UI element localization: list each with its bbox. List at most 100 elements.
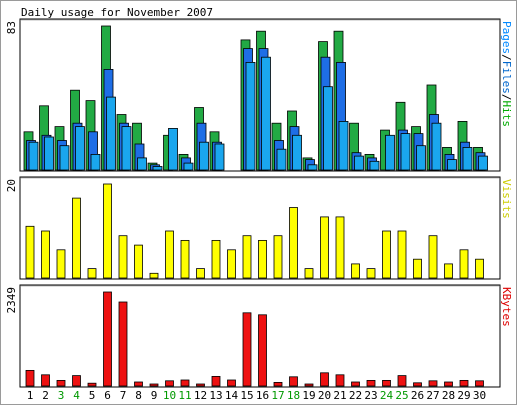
- pages-files-hits-bar-pages-day-7: [121, 126, 132, 171]
- visits-max-label: 20: [5, 179, 18, 192]
- kbytes-bar-kbytes-day-26: [413, 382, 422, 387]
- pages-files-hits-bar-pages-day-18: [292, 134, 302, 171]
- x-label-day-20: 20: [318, 389, 331, 402]
- kbytes-bar-kbytes-day-1: [25, 369, 35, 387]
- pages-files-hits-side-label-part-2: Files: [500, 61, 513, 94]
- visits-bar-visits-day-10: [165, 230, 174, 279]
- x-label-day-11: 11: [178, 389, 191, 402]
- visits-bar-visits-day-2: [41, 230, 50, 279]
- x-label-day-30: 30: [473, 389, 486, 402]
- visits-bar-visits-day-16: [258, 239, 267, 279]
- pages-files-hits-side-label: Pages/Files/Hits: [500, 21, 513, 127]
- pages-files-hits-bar-pages-day-20: [323, 86, 333, 171]
- pages-files-hits-bar-pages-day-4: [75, 126, 85, 171]
- kbytes-bar-kbytes-day-15: [242, 312, 252, 387]
- visits-bar-visits-day-13: [211, 239, 221, 279]
- visits-bar-visits-day-29: [459, 249, 469, 279]
- pages-files-hits-bar-pages-day-17: [276, 148, 287, 171]
- visits-bar-visits-day-12: [196, 268, 205, 279]
- kbytes-bar-kbytes-day-16: [258, 314, 267, 387]
- x-label-day-3: 3: [58, 389, 65, 402]
- x-label-day-8: 8: [135, 389, 142, 402]
- x-label-day-2: 2: [42, 389, 49, 402]
- visits-bar-visits-day-17: [273, 235, 283, 279]
- kbytes-panel: 2349 KBytes: [5, 284, 513, 388]
- visits-bar-visits-day-15: [242, 235, 252, 279]
- x-label-day-18: 18: [287, 389, 300, 402]
- x-label-day-1: 1: [27, 389, 34, 402]
- kbytes-bar-kbytes-day-10: [165, 380, 174, 387]
- x-label-day-19: 19: [302, 389, 315, 402]
- x-label-day-29: 29: [457, 389, 470, 402]
- x-label-day-17: 17: [271, 389, 284, 402]
- pages-files-hits-bar-pages-day-24: [385, 134, 395, 171]
- x-label-day-26: 26: [411, 389, 424, 402]
- visits-bar-visits-day-20: [320, 216, 329, 279]
- pages-files-hits-bar-pages-day-9: [152, 166, 163, 171]
- pages-files-hits-bar-pages-day-1: [28, 141, 39, 171]
- visits-bar-visits-day-30: [475, 258, 484, 279]
- x-axis-labels: 1 2 3 4 5 6 7 8 9 10 11 12 13 14 15 16 17 18 19 20 21 22 23 24 2…: [27, 389, 486, 402]
- kbytes-bar-kbytes-day-13: [211, 375, 221, 387]
- pages-files-hits-bar-pages-day-10: [168, 128, 178, 171]
- x-label-day-6: 6: [104, 389, 111, 402]
- visits-bar-visits-day-9: [149, 272, 159, 279]
- pages-files-hits-bar-pages-day-16: [261, 56, 271, 171]
- pages-files-hits-bar-pages-day-25: [400, 133, 411, 171]
- pages-files-hits-bar-pages-day-13: [214, 143, 225, 171]
- pages-files-hits-side-label-part-3: /: [500, 94, 513, 101]
- visits-bar-visits-day-7: [118, 235, 128, 279]
- x-label-day-9: 9: [151, 389, 158, 402]
- kbytes-bar-kbytes-day-2: [41, 374, 50, 387]
- x-label-day-14: 14: [225, 389, 239, 402]
- chart-title: Daily usage for November 2007: [21, 6, 213, 19]
- kbytes-bar-kbytes-day-24: [382, 379, 391, 387]
- visits-bar-visits-day-22: [351, 263, 360, 279]
- visits-bar-visits-day-1: [25, 225, 35, 279]
- kbytes-bar-kbytes-day-19: [304, 383, 314, 387]
- x-label-day-5: 5: [89, 389, 96, 402]
- x-label-day-13: 13: [209, 389, 222, 402]
- kbytes-bar-kbytes-day-8: [134, 381, 143, 387]
- pages-files-hits-max-label: 83: [5, 21, 18, 34]
- kbytes-max-label: 2349: [5, 287, 18, 314]
- pages-files-hits-bar-pages-day-11: [183, 162, 194, 171]
- pages-files-hits-bar-pages-day-3: [59, 145, 70, 171]
- visits-bar-visits-day-27: [428, 235, 438, 279]
- x-label-day-28: 28: [442, 389, 455, 402]
- visits-bar-visits-day-8: [134, 244, 143, 279]
- visits-bar-visits-day-5: [87, 268, 97, 279]
- kbytes-bar-kbytes-day-23: [366, 379, 376, 387]
- pages-files-hits-bar-pages-day-27: [431, 122, 442, 171]
- visits-panel: 20 Visits: [5, 176, 513, 280]
- kbytes-bar-kbytes-day-4: [72, 375, 81, 387]
- kbytes-bar-kbytes-day-6: [103, 291, 112, 387]
- pages-files-hits-bar-pages-day-29: [462, 146, 473, 171]
- visits-bar-visits-day-19: [304, 268, 314, 279]
- visits-bar-visits-day-24: [382, 230, 391, 279]
- x-label-day-4: 4: [73, 389, 80, 402]
- visits-bar-visits-day-26: [413, 258, 422, 279]
- kbytes-bar-kbytes-day-14: [227, 379, 236, 387]
- visits-bar-visits-day-6: [103, 183, 112, 279]
- x-label-day-21: 21: [333, 389, 346, 402]
- pages-files-hits-bar-pages-day-5: [90, 153, 101, 171]
- pages-files-hits-bar-pages-day-30: [478, 155, 488, 171]
- kbytes-bar-kbytes-day-17: [273, 381, 283, 387]
- pages-files-hits-bar-pages-day-19: [307, 164, 318, 171]
- x-label-day-10: 10: [163, 389, 176, 402]
- kbytes-bar-kbytes-day-27: [428, 380, 438, 387]
- visits-bar-visits-day-28: [444, 263, 453, 279]
- x-label-day-23: 23: [364, 389, 377, 402]
- kbytes-bar-kbytes-day-5: [87, 382, 97, 387]
- pages-files-hits-bar-pages-day-15: [245, 62, 256, 171]
- pages-files-hits-bar-pages-day-12: [199, 141, 209, 171]
- kbytes-bar-kbytes-day-18: [289, 376, 298, 387]
- visits-bar-visits-day-18: [289, 207, 298, 279]
- kbytes-bar-kbytes-day-9: [149, 383, 159, 387]
- kbytes-bar-kbytes-day-11: [180, 379, 190, 387]
- kbytes-bar-kbytes-day-7: [118, 301, 128, 387]
- visits-bar-visits-day-14: [227, 249, 236, 279]
